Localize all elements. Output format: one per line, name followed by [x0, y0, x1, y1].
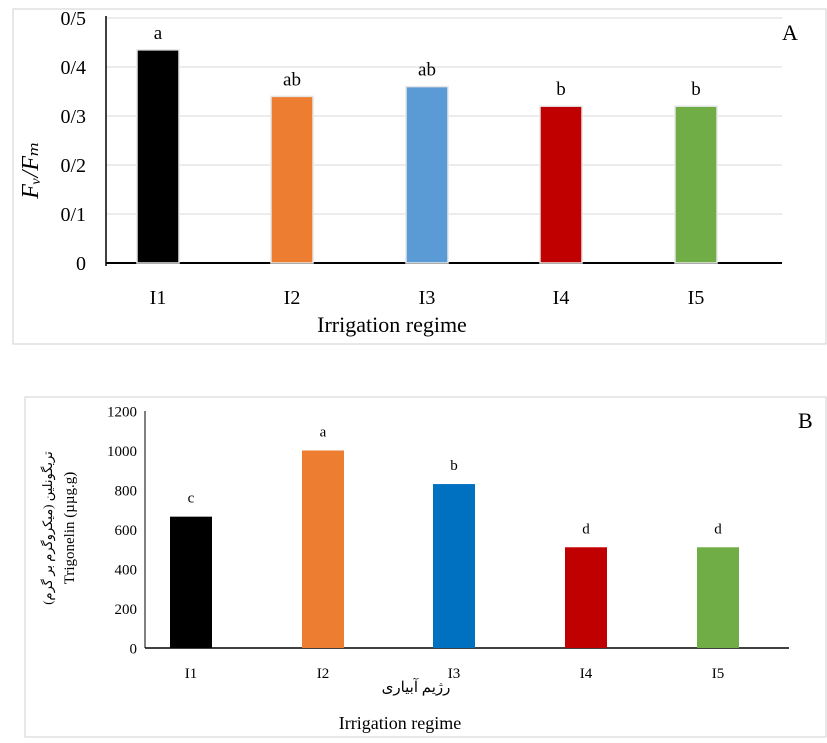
- a-bar-i3: [405, 85, 449, 264]
- b-xtick-label: I2: [317, 666, 330, 682]
- b-significance-letter: a: [320, 425, 327, 441]
- chart-b-frame: [24, 396, 827, 738]
- a-bar-i1: [136, 49, 180, 264]
- b-significance-letter: b: [450, 458, 458, 474]
- a-xtick-label: I4: [553, 287, 570, 309]
- a-xtick-label: I5: [688, 287, 705, 309]
- chart-b-svg: c a b d d 0 200 400 600 800 1000 1200 I1 I2 I3 I4 I5 ت…: [24, 396, 827, 738]
- a-significance-letter: b: [691, 79, 701, 100]
- chart-a-panel-label: A: [782, 20, 798, 45]
- b-bar-i2: [302, 450, 344, 648]
- chart-a-xlabel: Irrigation regime: [317, 312, 467, 337]
- chart-a: a ab ab b b 0 0/1 0/2 0/3 0/4 0/5 I1 I2 I3 I4 I5 Fᵥ/F…: [12, 8, 827, 345]
- a-ytick-label: 0/4: [60, 57, 86, 79]
- b-xtick-label: I3: [448, 666, 461, 682]
- b-xtick-label: I1: [185, 666, 198, 682]
- b-significance-letter: d: [714, 521, 722, 537]
- a-xtick-label: I3: [419, 287, 436, 309]
- b-ytick-label: 600: [115, 523, 138, 539]
- chart-b: c a b d d 0 200 400 600 800 1000 1200 I1 I2 I3 I4 I5 ت…: [24, 396, 827, 738]
- chart-a-ylabel: Fᵥ/Fₘ: [18, 141, 44, 199]
- a-xtick-label: I2: [284, 287, 301, 309]
- chart-b-xlabel-fa: رژیم آبیاری: [382, 678, 451, 696]
- b-bar-i3: [433, 484, 475, 648]
- chart-b-panel-label: B: [798, 408, 813, 433]
- b-significance-letter: c: [188, 491, 195, 507]
- a-bar-i2: [270, 95, 314, 264]
- b-ytick-label: 0: [130, 641, 138, 657]
- chart-a-svg: a ab ab b b 0 0/1 0/2 0/3 0/4 0/5 I1 I2 I3 I4 I5 Fᵥ/F…: [12, 8, 827, 345]
- a-ytick-label: 0: [76, 253, 86, 275]
- a-significance-letter: ab: [418, 60, 436, 81]
- b-bar-i4: [565, 547, 607, 648]
- b-bar-i1: [170, 516, 212, 648]
- a-ytick-label: 0/5: [60, 8, 86, 30]
- a-ytick-label: 0/2: [60, 155, 86, 177]
- b-ytick-label: 1200: [107, 404, 137, 420]
- b-significance-letter: d: [582, 521, 590, 537]
- a-significance-letter: b: [556, 79, 566, 100]
- a-significance-letter: a: [154, 23, 163, 44]
- chart-b-ylabel-fa: تریگونلین (میکروگرم بر گرم): [40, 451, 56, 605]
- b-bar-i5: [697, 547, 739, 648]
- b-ytick-label: 200: [115, 602, 138, 618]
- a-significance-letter: ab: [283, 69, 301, 90]
- a-bar-i4: [539, 105, 583, 264]
- a-ytick-label: 0/3: [60, 106, 86, 128]
- a-bar-i5: [674, 105, 718, 264]
- b-xtick-label: I5: [712, 666, 725, 682]
- a-xtick-label: I1: [150, 287, 167, 309]
- chart-a-frame: [12, 8, 827, 345]
- b-ytick-label: 1000: [107, 444, 137, 460]
- b-xtick-label: I4: [580, 666, 593, 682]
- b-ytick-label: 400: [115, 562, 138, 578]
- chart-b-ylabel-en: Trigonelin (µµg.g): [62, 472, 78, 585]
- chart-b-xlabel-en: Irrigation regime: [339, 713, 461, 733]
- b-ytick-label: 800: [115, 483, 138, 499]
- a-ytick-label: 0/1: [60, 204, 86, 226]
